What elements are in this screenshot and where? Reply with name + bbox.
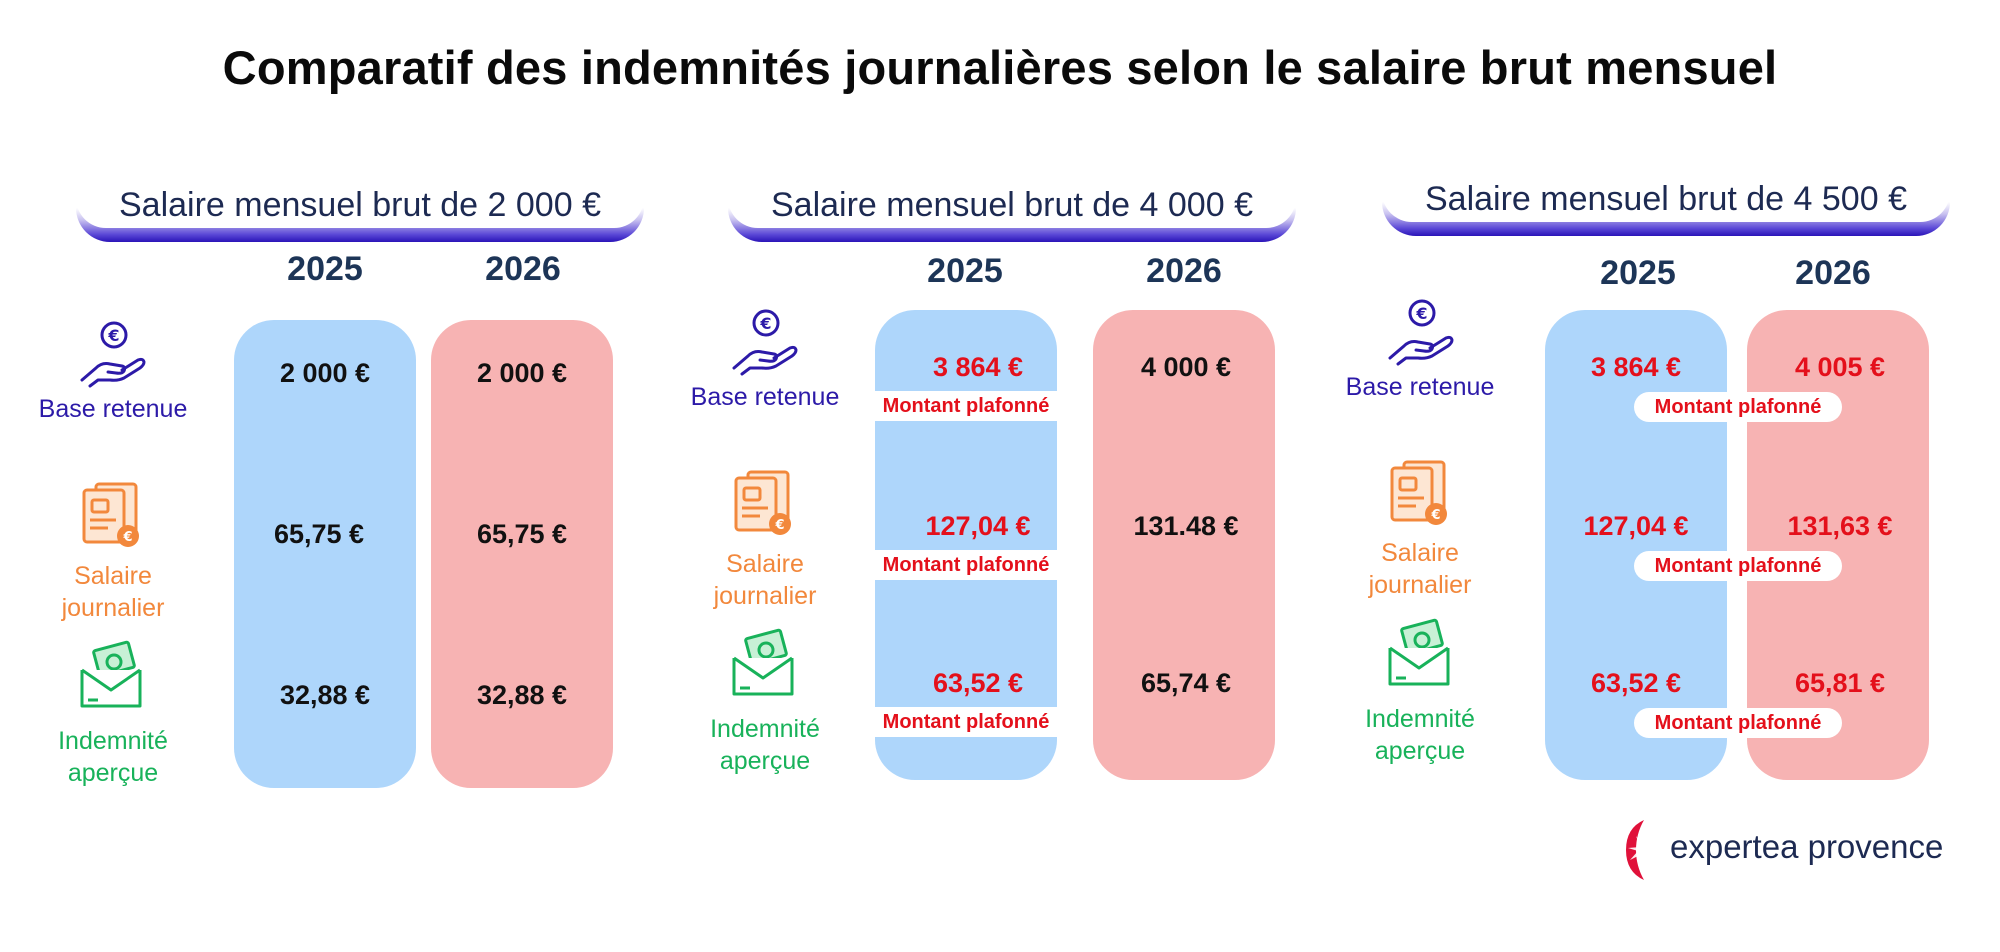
panel-2-2025-base-capped: Montant plafonné: [875, 391, 1057, 421]
panel-3-label-indemnite-l2: aperçue: [1374, 737, 1466, 765]
hand-euro-coin-icon: €: [80, 321, 146, 388]
panel-3-label-salaire-l1: Salaire: [1381, 539, 1459, 567]
panel-1-header-text: Salaire mensuel brut de 2 000 €: [76, 182, 644, 228]
svg-text:€: €: [107, 326, 119, 345]
panel-3-2025-indemnite-value: 63,52 €: [1590, 668, 1682, 698]
envelope-banknotes-icon: [1388, 618, 1450, 686]
panel-2-2025-salaire-capped: Montant plafonné: [875, 550, 1057, 580]
envelope-banknotes-icon: [732, 628, 794, 696]
hand-euro-coin-icon: €: [732, 309, 798, 376]
panel-2-header-text: Salaire mensuel brut de 4 000 €: [728, 182, 1296, 228]
panel-2-label-indemnite-l1: Indemnité: [710, 715, 820, 743]
panel-2-2025-base-value: 3 864 €: [932, 352, 1024, 382]
panel-3-header: Salaire mensuel brut de 4 500 €: [1382, 176, 1950, 236]
panel-3-year-2025: 2025: [1600, 254, 1676, 292]
panel-1-2025-salaire-value: 65,75 €: [273, 519, 365, 549]
panel-3-2026-salaire-value: 131,63 €: [1787, 511, 1893, 541]
panel-3-2025-base-value: 3 864 €: [1590, 352, 1682, 382]
panel-2-label-salaire-l2: journalier: [713, 582, 817, 610]
page-title: Comparatif des indemnités journalières s…: [222, 41, 1778, 94]
panel-3-year-2026: 2026: [1795, 254, 1871, 292]
panel-3-label-indemnite-l1: Indemnité: [1365, 705, 1475, 733]
panel-1-2026-base-value: 2 000 €: [476, 358, 568, 388]
panel-2-column-2025: [875, 310, 1057, 780]
panel-3-2026-base-value: 4 005 €: [1794, 352, 1886, 382]
hand-euro-coin-icon: €: [1388, 299, 1454, 366]
svg-text:€: €: [1415, 304, 1427, 323]
panel-3-column-2025: [1545, 310, 1727, 780]
panel-1-label-indemnite-l2: aperçue: [67, 759, 159, 787]
panel-3-indemnite-capped-pill: Montant plafonné: [1634, 708, 1842, 738]
panel-3-2025-salaire-value: 127,04 €: [1583, 511, 1689, 541]
panel-1-year-2025: 2025: [287, 250, 363, 288]
panel-2-label-salaire-l1: Salaire: [726, 550, 804, 578]
panel-1-header: Salaire mensuel brut de 2 000 €: [76, 182, 644, 242]
document-money-bag-icon: €: [82, 482, 139, 547]
panel-2-2026-salaire-value: 131.48 €: [1133, 511, 1239, 541]
document-money-bag-icon: €: [1390, 460, 1447, 525]
panel-3-label-base: Base retenue: [1345, 373, 1495, 401]
panel-1-column-2025: [234, 320, 416, 788]
panel-3-label-salaire-l2: journalier: [1368, 571, 1472, 599]
svg-text:€: €: [1430, 508, 1440, 523]
svg-text:€: €: [774, 518, 784, 533]
star-burst-logo-icon: [1626, 820, 1662, 880]
panel-2-column-2026: [1093, 310, 1275, 780]
panel-3-header-text: Salaire mensuel brut de 4 500 €: [1382, 176, 1950, 222]
panel-2-2026-base-value: 4 000 €: [1140, 352, 1232, 382]
panel-1-2026-salaire-value: 65,75 €: [476, 519, 568, 549]
panel-1-2025-indemnite-value: 32,88 €: [279, 680, 371, 710]
expertea-provence-logo: expertea provence: [1622, 818, 1982, 882]
panel-3-base-capped-pill: Montant plafonné: [1634, 392, 1842, 422]
panel-2-year-2026: 2026: [1146, 252, 1222, 290]
panel-3-salaire-capped-pill: Montant plafonné: [1634, 551, 1842, 581]
panel-1-column-2026: [431, 320, 613, 788]
envelope-banknotes-icon: [80, 640, 142, 708]
panel-1-label-salaire-l1: Salaire: [74, 562, 152, 590]
panel-2-2025-indemnite-value: 63,52 €: [932, 668, 1024, 698]
panel-1-year-2026: 2026: [485, 250, 561, 288]
panel-2-label-indemnite-l2: aperçue: [719, 747, 811, 775]
panel-2-2025-indemnite-capped: Montant plafonné: [875, 707, 1057, 737]
panel-3-2026-indemnite-value: 65,81 €: [1794, 668, 1886, 698]
panel-1-2026-indemnite-value: 32,88 €: [476, 680, 568, 710]
panel-2-2025-salaire-value: 127,04 €: [925, 511, 1031, 541]
panel-1-2025-base-value: 2 000 €: [279, 358, 371, 388]
panel-1-label-salaire-l2: journalier: [61, 594, 165, 622]
panel-2-header: Salaire mensuel brut de 4 000 €: [728, 182, 1296, 242]
panel-3-column-2026: [1747, 310, 1929, 780]
panel-1-label-indemnite-l1: Indemnité: [58, 727, 168, 755]
panel-1-label-base: Base retenue: [38, 395, 188, 423]
panel-2-label-base: Base retenue: [690, 383, 840, 411]
document-money-bag-icon: €: [734, 470, 791, 535]
svg-text:€: €: [759, 314, 771, 333]
svg-text:€: €: [122, 530, 132, 545]
logo-text: expertea provence: [1670, 828, 1944, 865]
panel-2-2026-indemnite-value: 65,74 €: [1140, 668, 1232, 698]
panel-2-year-2025: 2025: [927, 252, 1003, 290]
